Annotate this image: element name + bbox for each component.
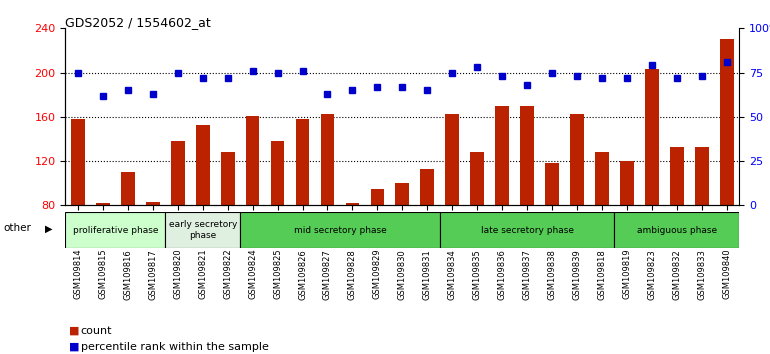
Text: other: other <box>4 223 32 233</box>
Text: percentile rank within the sample: percentile rank within the sample <box>81 342 269 352</box>
Text: GSM109815: GSM109815 <box>99 249 107 299</box>
Text: GSM109834: GSM109834 <box>447 249 457 299</box>
Bar <box>166 212 240 248</box>
Text: GSM109832: GSM109832 <box>672 249 681 299</box>
Bar <box>620 161 634 205</box>
Text: GSM109825: GSM109825 <box>273 249 282 299</box>
Bar <box>570 114 584 205</box>
Bar <box>71 119 85 205</box>
Text: GSM109821: GSM109821 <box>198 249 207 299</box>
Text: GSM109839: GSM109839 <box>573 249 581 299</box>
Text: GSM109837: GSM109837 <box>523 249 531 300</box>
Text: GSM109822: GSM109822 <box>223 249 232 299</box>
Text: GSM109836: GSM109836 <box>497 249 507 300</box>
Bar <box>720 39 734 205</box>
Bar <box>470 152 484 205</box>
Text: ambiguous phase: ambiguous phase <box>637 225 717 235</box>
Text: late secretory phase: late secretory phase <box>480 225 574 235</box>
Bar <box>370 189 384 205</box>
Bar <box>521 106 534 205</box>
Bar <box>296 119 310 205</box>
Bar <box>196 125 209 205</box>
Bar <box>545 163 559 205</box>
Bar <box>246 116 259 205</box>
Text: GSM109818: GSM109818 <box>598 249 607 299</box>
Bar <box>65 212 166 248</box>
Text: GSM109827: GSM109827 <box>323 249 332 299</box>
Bar <box>695 147 708 205</box>
Text: ■: ■ <box>69 342 80 352</box>
Bar <box>420 169 434 205</box>
Text: GSM109840: GSM109840 <box>722 249 732 299</box>
Text: GSM109823: GSM109823 <box>648 249 656 299</box>
Bar <box>121 172 135 205</box>
Text: GSM109833: GSM109833 <box>698 249 706 300</box>
Bar <box>171 141 185 205</box>
Bar <box>440 212 614 248</box>
Text: GDS2052 / 1554602_at: GDS2052 / 1554602_at <box>65 16 211 29</box>
Text: GSM109820: GSM109820 <box>173 249 182 299</box>
Text: GSM109838: GSM109838 <box>547 249 557 300</box>
Text: GSM109816: GSM109816 <box>123 249 132 299</box>
Text: GSM109817: GSM109817 <box>149 249 157 299</box>
Bar <box>240 212 440 248</box>
Bar <box>595 152 609 205</box>
Text: GSM109829: GSM109829 <box>373 249 382 299</box>
Bar <box>614 212 739 248</box>
Text: GSM109824: GSM109824 <box>248 249 257 299</box>
Bar <box>221 152 235 205</box>
Bar <box>670 147 684 205</box>
Text: GSM109831: GSM109831 <box>423 249 432 299</box>
Text: ■: ■ <box>69 326 80 336</box>
Text: proliferative phase: proliferative phase <box>72 225 158 235</box>
Text: count: count <box>81 326 112 336</box>
Bar <box>146 202 159 205</box>
Text: GSM109830: GSM109830 <box>398 249 407 299</box>
Text: ▶: ▶ <box>45 223 52 233</box>
Bar <box>96 203 110 205</box>
Text: GSM109835: GSM109835 <box>473 249 482 299</box>
Bar <box>271 141 284 205</box>
Bar <box>320 114 334 205</box>
Bar <box>445 114 459 205</box>
Text: mid secretory phase: mid secretory phase <box>293 225 387 235</box>
Bar <box>645 69 658 205</box>
Text: GSM109826: GSM109826 <box>298 249 307 299</box>
Text: early secretory
phase: early secretory phase <box>169 221 237 240</box>
Text: GSM109814: GSM109814 <box>73 249 82 299</box>
Bar <box>495 106 509 205</box>
Bar <box>346 203 360 205</box>
Bar <box>396 183 409 205</box>
Text: GSM109819: GSM109819 <box>622 249 631 299</box>
Text: GSM109828: GSM109828 <box>348 249 357 299</box>
